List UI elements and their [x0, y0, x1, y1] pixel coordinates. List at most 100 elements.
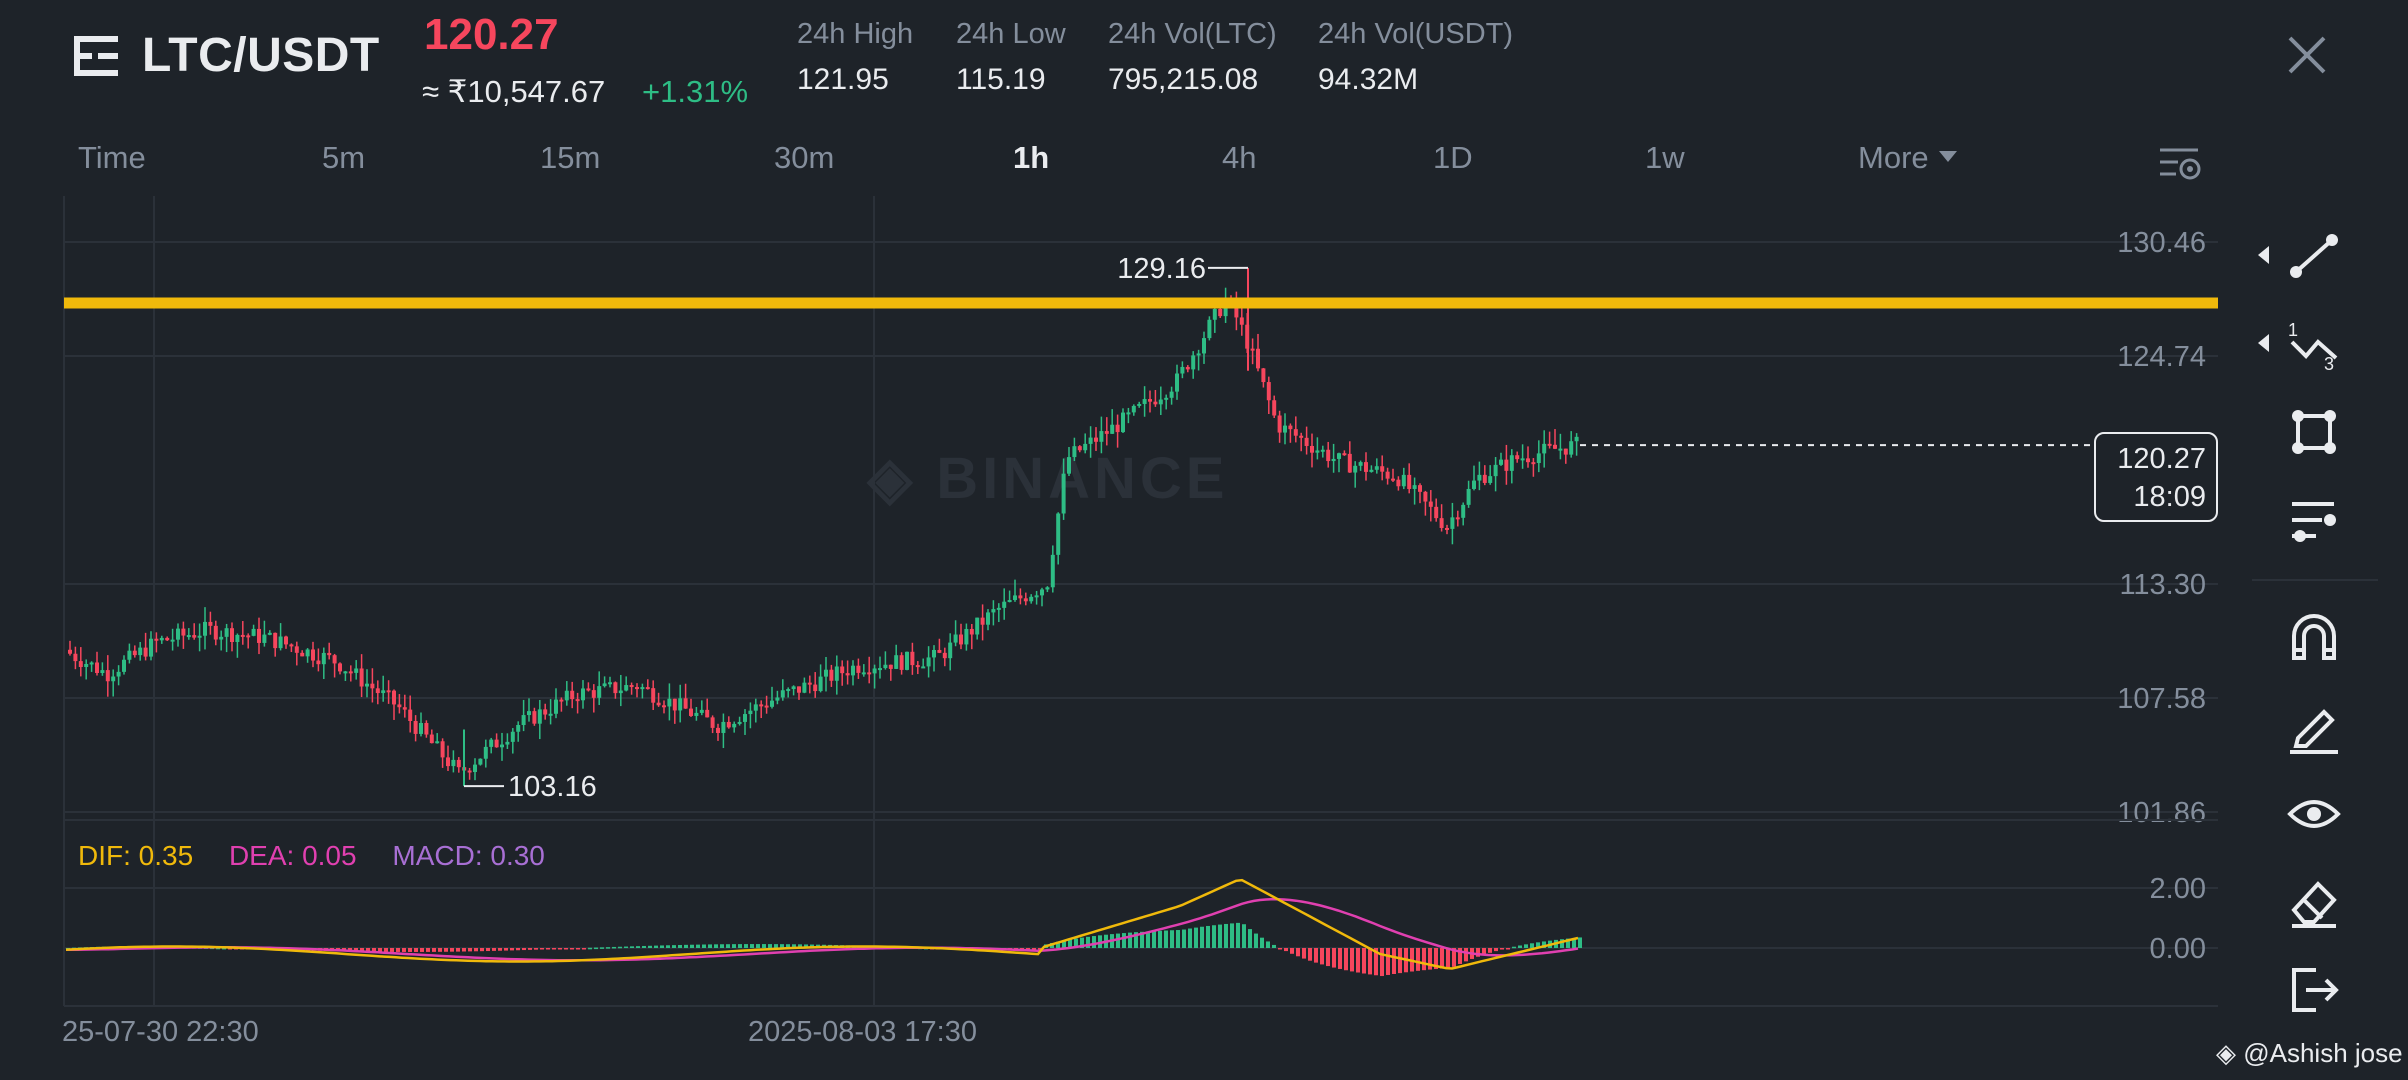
candle-body [203, 621, 207, 636]
trend-line-icon[interactable] [2286, 228, 2342, 284]
eraser-icon[interactable] [2286, 874, 2342, 930]
price-chart[interactable]: 130.46 124.74 113.30 107.58 101.86 2.00 0.00 ◈… [0, 196, 2220, 1016]
candle-body [921, 666, 926, 669]
macd-histogram-bar [1362, 948, 1366, 974]
candle-body [602, 683, 607, 687]
macd-histogram-bar [1224, 923, 1228, 948]
macd-histogram-bar [1494, 948, 1498, 952]
macd-histogram-bar [504, 948, 508, 951]
macd-histogram-bar [786, 944, 790, 948]
candle-body [791, 686, 796, 690]
tab-5m[interactable]: 5m [322, 140, 366, 175]
candle-body [629, 685, 634, 688]
candle-body [257, 628, 261, 643]
magnet-icon[interactable] [2286, 610, 2342, 666]
candle-body [1326, 449, 1331, 462]
pencil-icon[interactable] [2286, 698, 2342, 754]
candle-body [883, 664, 888, 669]
caret-left-icon[interactable] [2258, 334, 2269, 352]
tab-1d[interactable]: 1D [1433, 140, 1473, 175]
candle-body [348, 671, 353, 674]
candle-body [726, 721, 731, 728]
candle-body [89, 662, 94, 665]
candle-body [1164, 397, 1169, 400]
macd-histogram-bar [1368, 948, 1372, 975]
last-price: 120.27 [424, 10, 559, 59]
price-axis-label: 101.86 [2117, 797, 2206, 829]
price-axis-label: 107.58 [2117, 683, 2206, 715]
candle-body [505, 741, 510, 745]
candle-body [489, 739, 494, 747]
chart-settings-icon[interactable] [2158, 144, 2202, 184]
candle-body [1153, 401, 1158, 405]
macd-histogram-bar [1458, 948, 1462, 964]
macd-histogram-bar [1482, 948, 1486, 955]
tab-more[interactable]: More [1858, 140, 1957, 176]
tab-4h[interactable]: 4h [1222, 140, 1257, 175]
exit-icon[interactable] [2286, 962, 2342, 1018]
macd-histogram-bar [1278, 948, 1282, 950]
stat-24h-high: 24h High 121.95 [797, 18, 913, 97]
candlestick-chart-svg[interactable]: 130.46 124.74 113.30 107.58 101.86 2.00 0.00 ◈… [0, 196, 2220, 1016]
candle-body [105, 670, 110, 682]
macd-histogram-bar [732, 944, 736, 948]
candle-body [84, 663, 89, 668]
price-axis-label: 113.30 [2119, 569, 2206, 601]
stat-24h-vol-usdt: 24h Vol(USDT) 94.32M [1318, 18, 1513, 97]
menu-icon[interactable] [74, 34, 120, 78]
indicator-settings-icon[interactable] [2286, 492, 2342, 548]
macd-histogram-bar [1134, 932, 1138, 948]
candle-body [208, 621, 213, 626]
macd-histogram-bar [1092, 936, 1096, 948]
candle-body [1482, 474, 1487, 483]
candle-body [845, 673, 850, 676]
candle-body [840, 666, 845, 674]
candle-body [467, 770, 472, 773]
tab-30m[interactable]: 30m [774, 140, 835, 175]
candle-body [435, 741, 440, 744]
rectangle-icon[interactable] [2286, 404, 2342, 460]
candle-body [419, 723, 423, 734]
stat-24h-vol-ltc: 24h Vol(LTC) 795,215.08 [1108, 18, 1277, 97]
candle-body [100, 670, 105, 674]
candle-body [624, 685, 629, 691]
tab-1h[interactable]: 1h [1013, 140, 1050, 175]
macd-histogram-bar [396, 948, 400, 952]
tab-1w[interactable]: 1w [1645, 140, 1685, 175]
candle-body [537, 709, 542, 724]
chevron-down-icon [1938, 151, 1957, 163]
candle-body [656, 702, 661, 706]
candle-body [926, 657, 931, 667]
macd-histogram-bar [546, 948, 550, 950]
candle-body [1547, 443, 1552, 446]
candle-body [635, 687, 639, 690]
dif-line [65, 878, 1579, 970]
tab-15m[interactable]: 15m [540, 140, 601, 175]
candle-body [359, 668, 364, 687]
candle-body [1250, 348, 1255, 351]
pair-title[interactable]: LTC/USDT [142, 29, 380, 82]
candle-body [937, 649, 942, 653]
macd-histogram-bar [1302, 948, 1306, 959]
candle-body [1472, 480, 1476, 489]
macd-histogram-bar [1284, 948, 1288, 952]
macd-histogram-bar [414, 948, 418, 952]
eye-icon[interactable] [2286, 786, 2342, 842]
candle-body [764, 705, 769, 708]
caret-left-icon[interactable] [2258, 246, 2269, 264]
macd-histogram-bar [744, 944, 748, 948]
fibonacci-icon[interactable]: 1 3 [2286, 316, 2342, 372]
candle-body [932, 649, 936, 658]
candle-body [894, 655, 899, 669]
candle-body [1288, 425, 1293, 430]
candle-body [689, 708, 693, 716]
close-icon[interactable] [2286, 34, 2328, 76]
candle-body [1364, 462, 1368, 472]
macd-histogram-bar [1488, 948, 1492, 953]
candle-body [662, 705, 666, 708]
candle-body [980, 617, 985, 625]
tab-time[interactable]: Time [78, 140, 146, 175]
candle-body [1007, 600, 1012, 603]
credit-text: @Ashish jose [2243, 1038, 2403, 1068]
candle-body [1137, 403, 1142, 406]
